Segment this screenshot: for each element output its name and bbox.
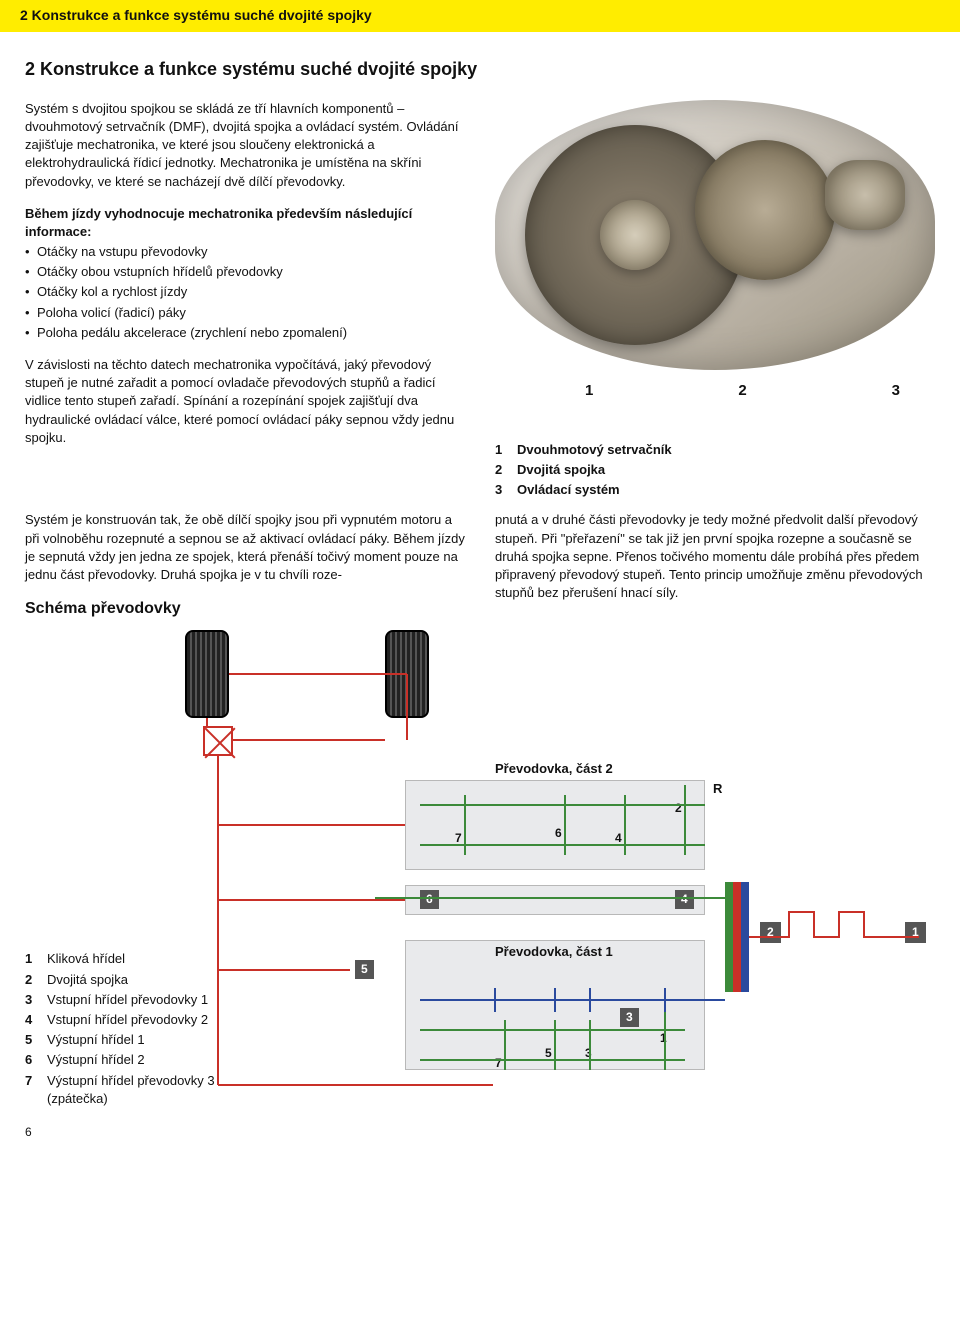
gear-num: 5	[355, 960, 374, 979]
figure-column: 1 2 3 1Dvouhmotový setrvačník 2Dvojitá s…	[495, 100, 935, 502]
schema-legend: 1Kliková hřídel 2Dvojitá spojka 3Vstupní…	[25, 950, 275, 1110]
gearbox-part-2-label: Převodovka, část 2	[495, 760, 613, 778]
clutch-assembly-image	[495, 100, 935, 370]
page-content: 2 Konstrukce a funkce systému suché dvoj…	[0, 32, 960, 1121]
bullet-item: Poloha volicí (řadicí) páky	[25, 304, 465, 322]
legend-item: 2Dvojitá spojka	[25, 971, 275, 989]
section-header-bar: 2 Konstrukce a funkce systému suché dvoj…	[0, 0, 960, 32]
legend-item: 4Vstupní hřídel převodovky 2	[25, 1011, 275, 1029]
intro-paragraph: Systém s dvojitou spojkou se skládá ze t…	[25, 100, 465, 191]
bullet-item: Poloha pedálu akcelerace (zrychlení nebo…	[25, 324, 465, 342]
gearbox-part-1-label: Převodovka, část 1	[495, 943, 613, 961]
mechatronics-bullets: Otáčky na vstupu převodovky Otáčky obou …	[25, 243, 465, 342]
tire-right-icon	[385, 630, 429, 718]
legend-item: 3Ovládací systém	[495, 481, 935, 499]
section-title: 2 Konstrukce a funkce systému suché dvoj…	[25, 57, 935, 82]
principle-paragraph-left: Systém je konstruován tak, že obě dílčí …	[25, 511, 465, 584]
figure-number-labels: 1 2 3	[495, 380, 935, 401]
legend-item: 5Výstupní hřídel 1	[25, 1031, 275, 1049]
principle-paragraph-right: pnutá a v druhé části převodovky je tedy…	[495, 511, 935, 602]
gear-label-r: R	[713, 780, 722, 798]
legend-item: 1Kliková hřídel	[25, 950, 275, 968]
legend-item: 2Dvojitá spojka	[495, 461, 935, 479]
legend-item: 7Výstupní hřídel převodovky 3 (zpátečka)	[25, 1072, 275, 1108]
figure-label-3: 3	[892, 380, 900, 401]
mechatronics-intro: Během jízdy vyhodnocuje mechatronika pře…	[25, 205, 465, 241]
gear-num: 3	[620, 1008, 639, 1027]
pointer-1: 1	[905, 922, 926, 943]
gear-num: 7	[495, 1055, 502, 1072]
figure-label-2: 2	[738, 380, 746, 401]
gear-num: 4	[615, 830, 622, 847]
dual-clutch-icon	[725, 882, 749, 992]
pointer-2: 2	[760, 922, 781, 943]
bullet-item: Otáčky kol a rychlost jízdy	[25, 283, 465, 301]
figure-label-1: 1	[585, 380, 593, 401]
gear-num: 4	[675, 890, 694, 909]
gear-num: 5	[545, 1045, 552, 1062]
figure-legend: 1Dvouhmotový setrvačník 2Dvojitá spojka …	[495, 441, 935, 500]
legend-item: 6Výstupní hřídel 2	[25, 1051, 275, 1069]
bullet-item: Otáčky obou vstupních hřídelů převodovky	[25, 263, 465, 281]
schema-heading: Schéma převodovky	[25, 598, 465, 620]
intro-column: Systém s dvojitou spojkou se skládá ze t…	[25, 100, 465, 502]
differential-icon	[203, 726, 233, 756]
page-number: 6	[0, 1120, 960, 1151]
header-text: 2 Konstrukce a funkce systému suché dvoj…	[20, 7, 372, 23]
gear-num: 6	[555, 825, 562, 842]
gear-num: 2	[675, 800, 682, 817]
gearbox-intermediate	[405, 885, 705, 915]
gear-num: 6	[420, 890, 439, 909]
gear-num: 1	[660, 1030, 667, 1047]
bullet-item: Otáčky na vstupu převodovky	[25, 243, 465, 261]
legend-item: 3Vstupní hřídel převodovky 1	[25, 991, 275, 1009]
legend-item: 1Dvouhmotový setrvačník	[495, 441, 935, 459]
after-bullets-paragraph: V závislosti na těchto datech mechatroni…	[25, 356, 465, 447]
transmission-schema: Převodovka, část 2 R 7 6 4 2 6 4 Převodo…	[25, 630, 935, 1100]
tire-left-icon	[185, 630, 229, 718]
gear-num: 7	[455, 830, 462, 847]
gear-num: 3	[585, 1045, 592, 1062]
